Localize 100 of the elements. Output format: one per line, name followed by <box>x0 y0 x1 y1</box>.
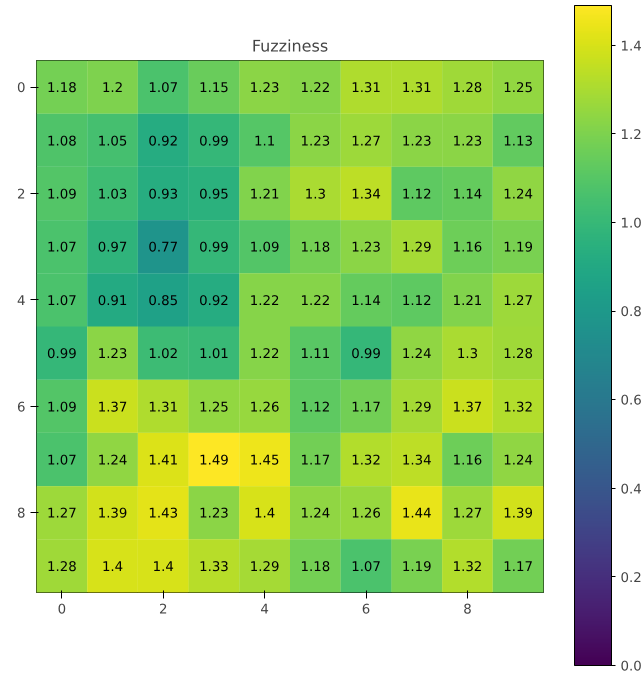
x-tick-label: 0 <box>58 602 66 618</box>
data-label: 1.14 <box>351 294 381 309</box>
data-label: 1.23 <box>250 81 280 96</box>
data-label: 1.4 <box>152 560 174 575</box>
data-label: 1.28 <box>47 560 77 575</box>
data-label: 1.26 <box>351 506 381 522</box>
data-label: 1.31 <box>402 81 432 96</box>
data-label: 1.2 <box>102 81 124 96</box>
data-label: 1.22 <box>300 294 330 309</box>
data-label: 1.27 <box>351 134 381 150</box>
data-label: 1.27 <box>503 294 533 309</box>
data-label: 0.93 <box>148 188 178 202</box>
data-label: 1.28 <box>452 81 482 96</box>
data-label: 1.3 <box>304 188 326 202</box>
data-label: 1.18 <box>300 560 330 575</box>
data-label: 1.39 <box>503 506 533 522</box>
data-label: 1.07 <box>47 294 77 309</box>
data-label: 1.44 <box>402 506 432 522</box>
data-label: 1.32 <box>452 560 482 575</box>
data-label: 1.23 <box>452 134 482 150</box>
data-label: 1.31 <box>351 81 381 96</box>
data-label: 1.22 <box>250 347 280 362</box>
data-label: 1.32 <box>503 400 533 416</box>
data-label: 1.29 <box>402 400 432 416</box>
data-label: 0.92 <box>148 134 178 150</box>
data-label: 1.29 <box>402 240 432 256</box>
color-bar-label: 0.6 <box>620 394 642 409</box>
data-label: 1.3 <box>456 347 478 362</box>
data-label: 1.25 <box>503 81 533 96</box>
x-tick-label: 6 <box>362 602 370 618</box>
color-bar-label: 0.8 <box>620 305 642 320</box>
data-label: 1.14 <box>452 188 482 202</box>
chart-title: Fuzziness <box>252 36 328 56</box>
data-label: 1.39 <box>98 506 128 522</box>
data-label: 1.43 <box>148 506 178 522</box>
data-label: 1.27 <box>47 506 77 522</box>
data-label: 1.09 <box>47 188 77 202</box>
data-label: 1.24 <box>402 347 432 362</box>
data-label: 0.91 <box>98 294 128 309</box>
data-label: 1.03 <box>98 188 128 202</box>
data-label: 1.41 <box>148 454 178 468</box>
color-bar-label: 0.2 <box>620 570 642 586</box>
color-bar-label: 0.0 <box>620 660 642 674</box>
y-tick-label: 6 <box>17 400 26 416</box>
data-label: 1.26 <box>250 400 280 416</box>
data-label: 1.49 <box>199 454 229 468</box>
data-label: 1.07 <box>47 240 77 256</box>
data-label: 1.23 <box>98 347 128 362</box>
data-label: 0.99 <box>199 134 229 150</box>
x-tick-label: 4 <box>260 602 269 618</box>
x-tick-label: 8 <box>463 602 472 618</box>
data-label: 1.27 <box>452 506 482 522</box>
data-label: 0.85 <box>148 294 178 309</box>
data-label: 1.34 <box>351 188 381 202</box>
data-label: 1.32 <box>351 454 381 468</box>
y-tick-label: 2 <box>17 188 26 202</box>
data-label: 1.34 <box>402 454 432 468</box>
data-label: 1.13 <box>503 134 533 150</box>
data-label: 0.99 <box>351 347 381 362</box>
data-label: 1.12 <box>300 400 330 416</box>
data-label: 1.1 <box>254 134 276 150</box>
data-label: 0.95 <box>199 188 229 202</box>
data-label: 1.18 <box>300 240 330 256</box>
data-label: 1.24 <box>503 188 533 202</box>
data-label: 1.09 <box>47 400 77 416</box>
data-label: 0.97 <box>98 240 128 256</box>
data-label: 1.24 <box>98 454 128 468</box>
data-label: 1.22 <box>250 294 280 309</box>
data-label: 1.11 <box>300 347 330 362</box>
data-label: 1.37 <box>452 400 482 416</box>
data-label: 1.16 <box>452 240 482 256</box>
data-label: 1.07 <box>351 560 381 575</box>
data-label: 1.15 <box>199 81 229 96</box>
data-label: 1.12 <box>402 294 432 309</box>
data-label: 1.24 <box>503 454 533 468</box>
data-label: 1.23 <box>199 506 229 522</box>
data-label: 1.23 <box>402 134 432 150</box>
color-bar-label: 1.0 <box>620 216 642 232</box>
data-label: 1.21 <box>452 294 482 309</box>
color-bar-label: 0.4 <box>620 482 642 498</box>
data-label: 1.24 <box>300 506 330 522</box>
data-label: 1.02 <box>148 347 178 362</box>
data-label: 1.07 <box>47 454 77 468</box>
data-label: 1.4 <box>254 506 276 522</box>
data-label: 1.17 <box>503 560 533 575</box>
data-label: 1.29 <box>250 560 280 575</box>
data-label: 1.31 <box>148 400 178 416</box>
data-label: 1.07 <box>148 81 178 96</box>
data-label: 1.4 <box>102 560 124 575</box>
data-label: 1.12 <box>402 188 432 202</box>
data-label: 1.23 <box>351 240 381 256</box>
y-tick-label: 4 <box>17 294 26 309</box>
color-bar-label: 1.4 <box>620 39 642 54</box>
data-label: 0.99 <box>47 347 77 362</box>
data-label: 0.99 <box>199 240 229 256</box>
data-label: 1.45 <box>250 454 280 468</box>
data-label: 0.77 <box>148 240 178 256</box>
color-bar-label: 1.2 <box>620 128 642 143</box>
data-label: 1.21 <box>250 188 280 202</box>
data-label: 1.37 <box>98 400 128 416</box>
